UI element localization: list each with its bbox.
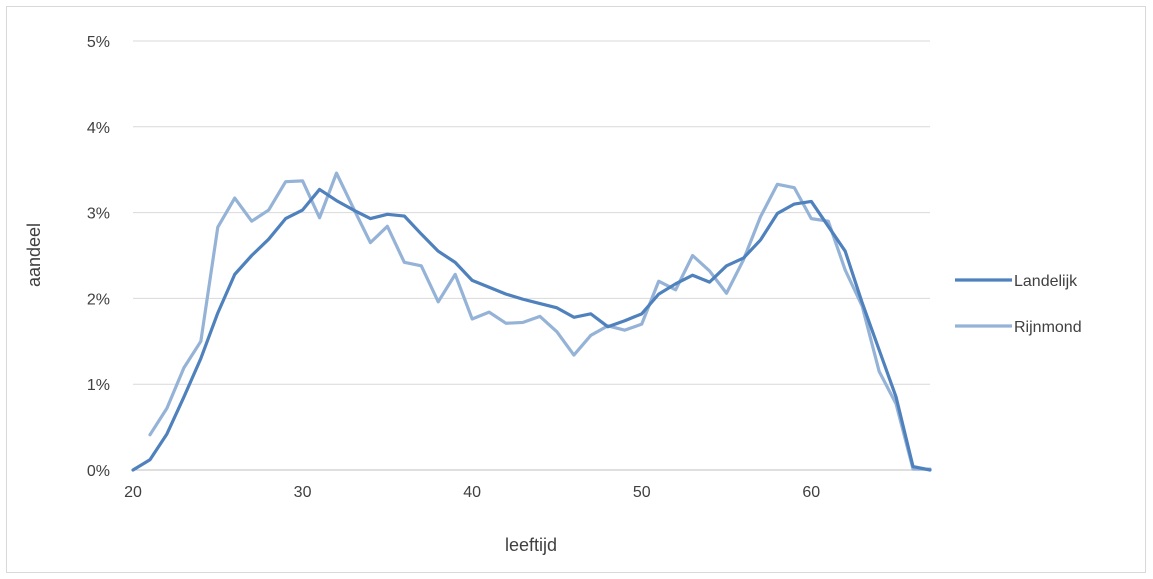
series-lines	[131, 171, 932, 472]
y-tick-label: 2%	[87, 291, 110, 308]
x-tick-label: 50	[633, 484, 651, 501]
y-tick-label: 3%	[87, 206, 110, 223]
x-tick-label: 60	[802, 484, 820, 501]
x-tick-label: 30	[294, 484, 312, 501]
x-axis-title: leeftijd	[505, 535, 557, 555]
legend: Landelijk Rijnmond	[955, 273, 1082, 336]
y-axis-title: aandeel	[24, 223, 44, 287]
y-tick-labels: 0% 1% 2% 3% 4% 5%	[87, 34, 110, 480]
y-tick-label: 5%	[87, 34, 110, 51]
series-line-landelijk	[131, 187, 932, 472]
x-tick-label: 20	[124, 484, 142, 501]
gridlines	[133, 40, 930, 385]
legend-entry: Landelijk	[1014, 273, 1078, 290]
x-tick-label: 40	[463, 484, 481, 501]
legend-entry: Rijnmond	[1014, 319, 1082, 336]
x-tick-labels: 20 30 40 50 60	[124, 484, 820, 501]
chart-frame	[6, 6, 1146, 573]
y-tick-label: 1%	[87, 377, 110, 394]
y-tick-label: 0%	[87, 463, 110, 480]
series-line-rijnmond	[148, 171, 932, 471]
y-tick-label: 4%	[87, 120, 110, 137]
